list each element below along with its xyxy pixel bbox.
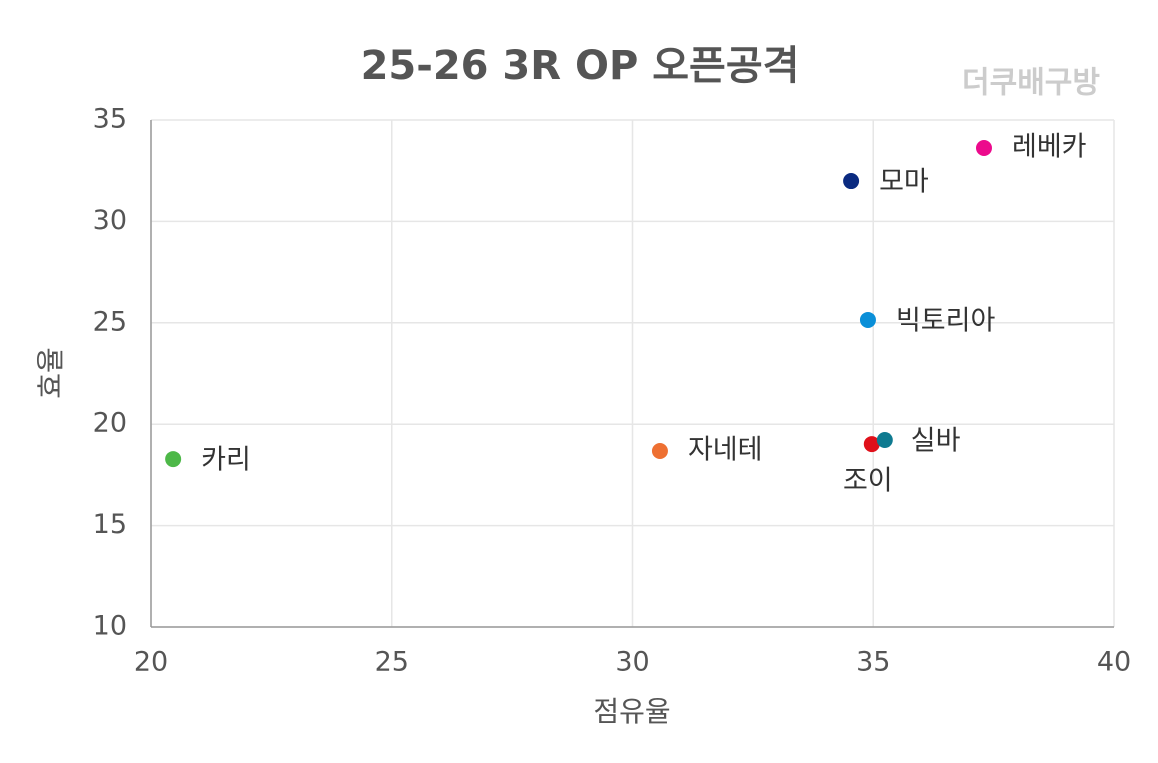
x-axis-label: 점유율 xyxy=(593,695,670,728)
y-tick-label: 15 xyxy=(93,509,127,540)
point xyxy=(876,432,893,449)
chart-title: 25-26 3R OP 오픈공격 xyxy=(361,43,800,89)
point-label: 레베카 xyxy=(1012,131,1087,162)
y-tick-label: 20 xyxy=(93,408,127,439)
y-tick-label: 35 xyxy=(93,104,127,135)
point xyxy=(863,436,880,453)
point xyxy=(843,173,860,190)
y-tick-label: 30 xyxy=(93,205,127,236)
point xyxy=(975,139,992,156)
point-label: 모마 xyxy=(879,167,929,198)
x-tick-label: 25 xyxy=(375,647,409,678)
point-label: 빅토리아 xyxy=(896,305,996,336)
y-tick-label: 25 xyxy=(93,306,127,337)
y-tick-label: 10 xyxy=(93,611,127,642)
x-tick-label: 20 xyxy=(134,647,168,678)
point-label: 자네테 xyxy=(688,434,763,465)
point xyxy=(859,311,876,328)
x-tick-label: 30 xyxy=(615,647,649,678)
point-label: 조이 xyxy=(843,466,893,497)
point-label: 실바 xyxy=(911,426,961,457)
watermark: 더쿠배구방 xyxy=(962,66,1100,101)
y-axis-label: 효율 xyxy=(34,347,67,399)
x-tick-label: 35 xyxy=(856,647,890,678)
point xyxy=(165,451,182,468)
point-label: 카리 xyxy=(201,445,251,476)
point xyxy=(651,442,668,459)
x-tick-label: 40 xyxy=(1097,647,1131,678)
